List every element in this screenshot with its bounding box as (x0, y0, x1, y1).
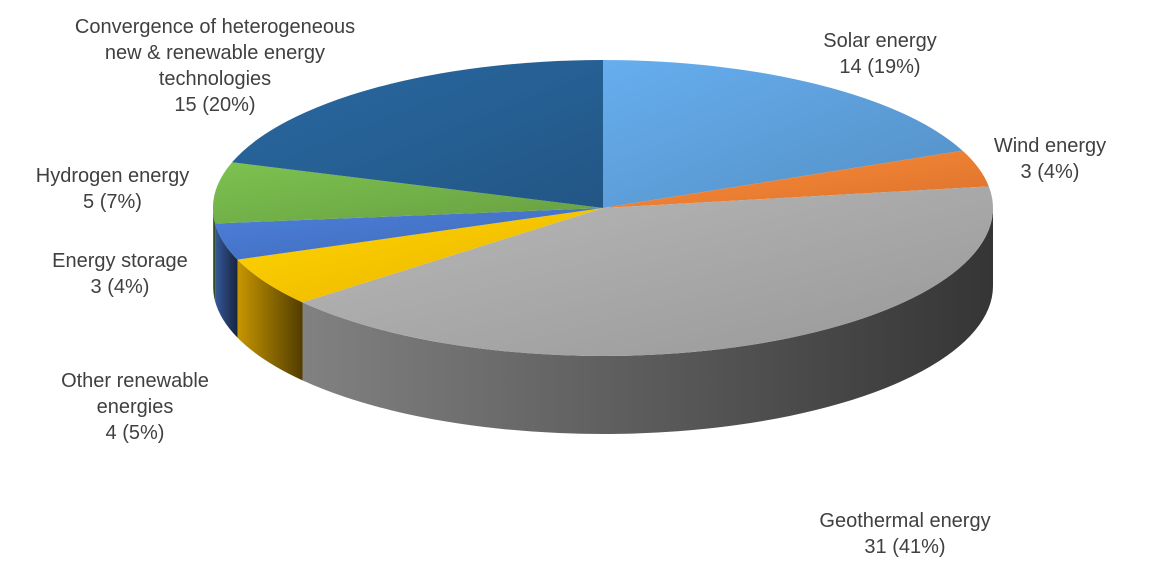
label-energy-storage: Energy storage 3 (4%) (30, 248, 210, 300)
slice-hydrogen-energy (212, 162, 603, 224)
label-convergence-line1: Convergence of heterogeneous (74, 16, 356, 38)
slice-side-other-renewable-energies (237, 259, 303, 381)
label-convergence: Convergence of heterogeneous new & renew… (40, 14, 390, 118)
label-convergence-line3: technologies (158, 68, 272, 90)
label-wind-energy-name: Wind energy (993, 135, 1107, 157)
label-energy-storage-value: 3 (4%) (90, 276, 150, 298)
label-hydrogen-energy-value: 5 (7%) (83, 191, 142, 213)
slice-geothermal-energy (302, 186, 994, 357)
pie-tops (212, 60, 994, 357)
slice-side-energy-storage (215, 223, 238, 338)
slice-convergence-of-heterogeneous-new-renewable-energy-technologies (232, 60, 603, 208)
label-other-renewable-line2: energies (96, 396, 174, 418)
slice-solar-energy (603, 60, 963, 208)
slice-energy-storage (215, 208, 603, 260)
label-geothermal-energy: Geothermal energy 31 (41%) (790, 508, 1020, 560)
label-other-renewable: Other renewable energies 4 (5%) (30, 368, 240, 446)
label-solar-energy-value: 14 (19%) (839, 56, 921, 78)
label-wind-energy: Wind energy 3 (4%) (970, 133, 1130, 185)
label-geothermal-energy-value: 31 (41%) (864, 536, 946, 558)
label-other-renewable-value: 4 (5%) (105, 422, 165, 444)
label-geothermal-energy-name: Geothermal energy (819, 510, 991, 532)
slice-wind-energy (603, 150, 989, 208)
slice-side-hydrogen-energy (213, 208, 216, 302)
label-hydrogen-energy-name: Hydrogen energy (35, 165, 190, 187)
label-hydrogen-energy: Hydrogen energy 5 (7%) (10, 163, 215, 215)
label-wind-energy-value: 3 (4%) (1020, 161, 1080, 183)
label-other-renewable-line1: Other renewable (61, 370, 209, 392)
pie-sides (213, 208, 993, 434)
label-convergence-line2: new & renewable energy (104, 42, 326, 64)
label-solar-energy-name: Solar energy (823, 30, 937, 52)
label-convergence-value: 15 (20%) (174, 94, 256, 116)
label-solar-energy: Solar energy 14 (19%) (790, 28, 970, 80)
slice-other-renewable-energies (237, 208, 603, 303)
label-energy-storage-name: Energy storage (52, 250, 188, 272)
slice-side-geothermal-energy (302, 208, 993, 434)
